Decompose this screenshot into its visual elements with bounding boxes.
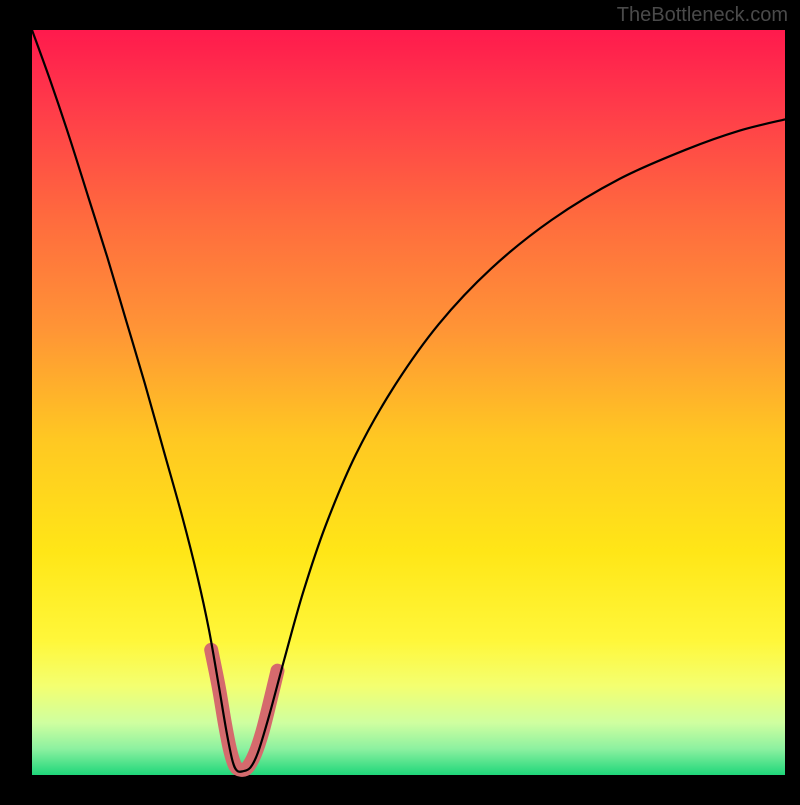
plot-background [32,30,785,775]
bottleneck-chart [0,0,800,805]
chart-svg [0,0,800,800]
watermark-text: TheBottleneck.com [617,4,788,27]
